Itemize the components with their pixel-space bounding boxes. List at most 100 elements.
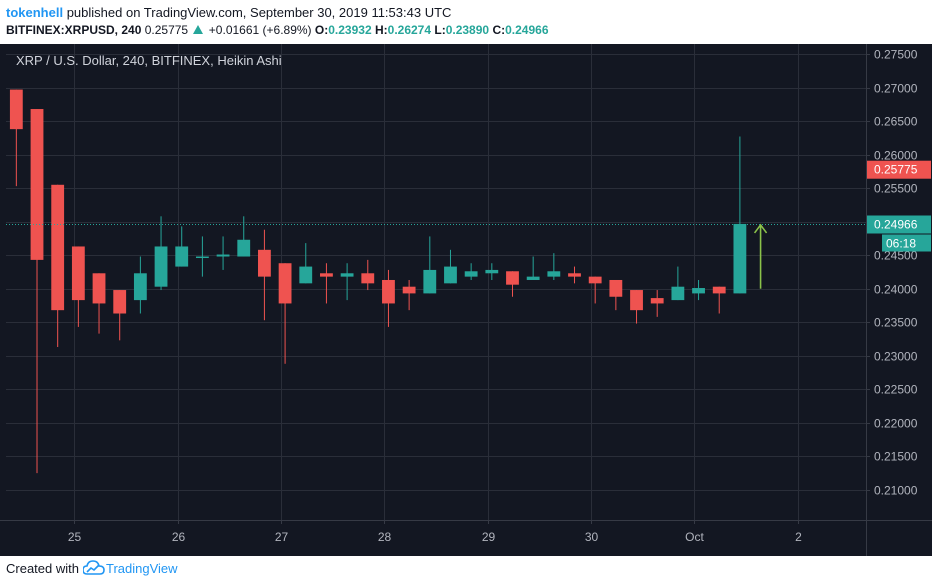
time-tick-label: 27 [275,530,289,544]
up-triangle-icon [193,25,204,34]
candle[interactable] [444,249,457,284]
candle-body [195,256,209,259]
chart-header: tokenhell published on TradingView.com, … [0,0,932,44]
candle[interactable] [506,271,519,297]
time-tick-label: 25 [68,530,82,544]
candle[interactable] [237,216,251,257]
price-axis-panel [866,44,932,556]
published-text: published on TradingView.com, September … [66,5,452,20]
candle[interactable] [216,236,230,270]
candle[interactable] [526,256,540,280]
candle[interactable] [133,256,147,314]
chart-title: XRP / U.S. Dollar, 240, BITFINEX, Heikin… [16,53,282,68]
candle[interactable] [671,266,685,301]
price-axis[interactable]: 0.275000.270000.265000.260000.255000.250… [866,44,932,556]
low-value: 0.23890 [445,23,490,37]
candle[interactable] [320,263,333,304]
candle-body [361,273,375,284]
candle[interactable] [733,136,747,294]
candle-body [51,184,65,311]
candle-body [278,263,292,304]
candle[interactable] [382,269,395,327]
candle[interactable] [650,290,664,317]
tradingview-brand[interactable]: TradingView [106,561,178,576]
candles[interactable] [9,89,747,474]
time-tick-label: 29 [482,530,496,544]
price-tick-label: 0.21000 [874,484,918,498]
candle[interactable] [568,266,581,284]
candle-body [671,286,685,301]
last-price-label: 0.25775 [874,163,918,177]
annotation [753,223,768,289]
candle-body [650,298,664,304]
candle[interactable] [71,246,85,327]
tradingview-cloud-icon [83,560,105,575]
candle[interactable] [692,279,705,301]
price-tick-label: 0.24000 [874,283,918,297]
candle[interactable] [588,276,602,304]
candle[interactable] [402,279,416,311]
candle[interactable] [299,243,313,284]
candle[interactable] [278,263,292,364]
time-axis[interactable]: 25 26 27 28 29 30 Oct 2 [0,520,932,544]
candle[interactable] [423,236,437,294]
time-tick-label: 28 [378,530,392,544]
time-tick-label: Oct [685,530,704,544]
candle-body [382,279,395,304]
candle[interactable] [195,236,209,277]
current-price-badge [867,215,931,234]
symbol-label: BITFINEX:XRPUSD, 240 [6,23,142,37]
price-chart[interactable]: XRP / U.S. Dollar, 240, BITFINEX, Heikin… [0,44,932,556]
candle[interactable] [361,259,375,291]
price-tick-label: 0.24500 [874,249,918,263]
candle[interactable] [154,216,168,291]
price-tick-label: 0.23000 [874,350,918,364]
author-link[interactable]: tokenhell [6,5,64,20]
candle[interactable] [609,279,623,311]
last-price-badge [867,160,931,179]
candle[interactable] [258,229,271,321]
candle[interactable] [30,109,44,474]
candle-body [216,254,230,257]
candle[interactable] [51,184,65,348]
time-tick-label: 26 [172,530,186,544]
time-tick-label: 30 [585,530,599,544]
candle-body [113,290,127,314]
price-tick-label: 0.26000 [874,149,918,163]
candle[interactable] [712,286,726,314]
candle[interactable] [630,290,643,324]
high-value: 0.26274 [387,23,432,37]
price-tick-label: 0.26500 [874,115,918,129]
candle[interactable] [340,263,354,301]
candle[interactable] [464,263,478,280]
price-tick-label: 0.23500 [874,316,918,330]
candle-body [340,273,354,277]
candle[interactable] [485,263,499,280]
chart-background [0,44,932,556]
candle-body [712,286,726,294]
candle-body [299,266,313,284]
candle-body [402,286,416,294]
symbol-summary: BITFINEX:XRPUSD, 240 0.25775 +0.01661 (+… [6,23,549,37]
candle[interactable] [175,226,189,267]
candle-body [547,271,561,277]
publish-info: tokenhell published on TradingView.com, … [6,5,451,20]
open-value: 0.23932 [328,23,372,37]
candle-body [630,290,643,311]
candle[interactable] [9,89,23,187]
created-with-text: Created with [6,561,79,576]
candle[interactable] [92,273,106,334]
price-tick-label: 0.25500 [874,182,918,196]
price-tick-label: 0.22000 [874,417,918,431]
candle-body [733,223,747,294]
candle-body [506,271,519,285]
high-label: H: [374,23,388,37]
time-tick-label: 2 [795,530,802,544]
open-label: O: [314,23,329,37]
candle-body [320,273,333,277]
candle[interactable] [547,253,561,280]
close-value: 0.24966 [505,23,549,37]
candle-body [237,239,251,257]
candle[interactable] [113,290,127,341]
arrow-head [753,223,768,234]
